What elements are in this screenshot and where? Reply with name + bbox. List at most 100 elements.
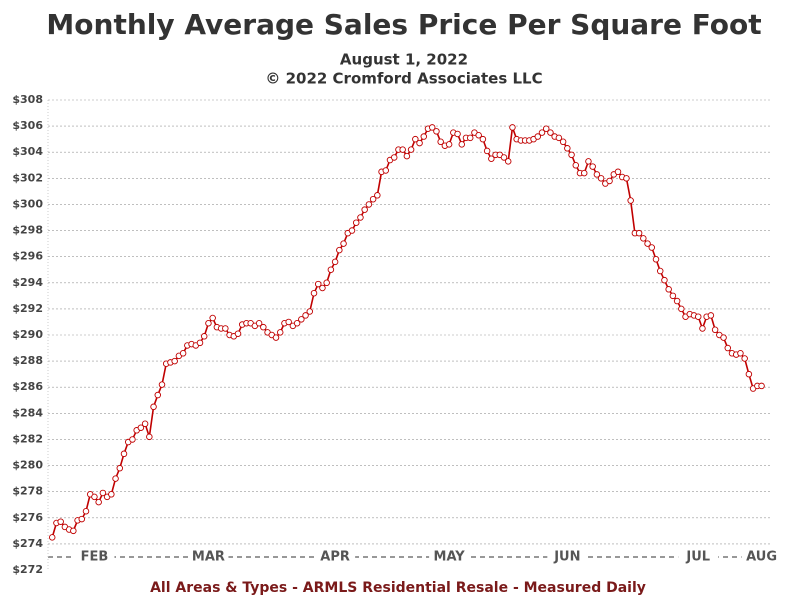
data-point <box>707 312 715 319</box>
x-tick-label: JUN <box>553 550 580 565</box>
y-tick-label: $296 <box>12 250 43 263</box>
x-tick-label: FEB <box>81 550 109 565</box>
data-point <box>293 320 301 327</box>
data-point <box>91 493 98 501</box>
data-point <box>420 133 428 140</box>
data-point <box>509 124 516 131</box>
data-point <box>365 201 373 208</box>
data-point <box>298 316 305 323</box>
data-point <box>314 280 322 288</box>
y-tick-label: $302 <box>12 171 43 184</box>
data-point <box>458 141 466 148</box>
chart-title: Monthly Average Sales Price Per Square F… <box>46 8 761 41</box>
data-point <box>260 323 267 331</box>
data-point <box>200 333 208 340</box>
data-point <box>323 279 330 287</box>
data-point <box>475 131 482 139</box>
data-point <box>158 381 166 388</box>
data-point <box>331 258 339 266</box>
data-point <box>564 145 571 152</box>
data-point <box>656 267 664 275</box>
data-point <box>678 305 685 313</box>
data-point <box>150 403 157 411</box>
data-point <box>555 134 563 142</box>
x-tick-label: APR <box>320 550 350 565</box>
y-tick-label: $284 <box>12 406 43 419</box>
data-point <box>116 464 124 472</box>
data-point <box>171 357 178 365</box>
data-point <box>711 326 719 334</box>
data-point <box>665 286 672 293</box>
data-point <box>154 391 162 399</box>
data-point <box>547 129 554 136</box>
data-point <box>534 133 542 140</box>
y-tick-label: $276 <box>12 511 43 524</box>
data-point <box>57 518 64 525</box>
data-point <box>382 167 390 174</box>
data-line <box>51 126 762 538</box>
data-point <box>374 192 381 199</box>
data-point <box>361 206 368 213</box>
data-point <box>99 489 107 497</box>
data-point <box>319 284 326 292</box>
data-point <box>70 527 77 535</box>
chart-subtitle: August 1, 2022 <box>340 51 468 69</box>
data-point <box>129 436 136 443</box>
data-point <box>272 334 280 341</box>
data-point <box>673 297 681 305</box>
data-point <box>720 334 727 341</box>
data-point <box>614 168 622 176</box>
data-point <box>542 125 550 132</box>
data-point <box>407 146 415 153</box>
data-point <box>428 124 436 131</box>
y-tick-label: $272 <box>12 563 43 576</box>
data-point <box>255 320 263 327</box>
data-point <box>661 276 668 284</box>
y-tick-label: $304 <box>12 145 43 158</box>
data-point <box>433 128 440 135</box>
x-tick-mask <box>678 549 719 565</box>
data-point <box>112 475 119 482</box>
x-tick-mask <box>547 549 588 565</box>
data-point <box>597 175 605 182</box>
x-tick-label: AUG <box>746 550 777 565</box>
data-point <box>78 515 86 523</box>
data-point <box>606 177 613 185</box>
data-point <box>737 350 744 357</box>
data-point <box>352 219 360 226</box>
data-point <box>585 158 592 165</box>
data-point <box>412 135 419 143</box>
x-tick-mask <box>315 549 356 565</box>
data-point <box>568 151 575 159</box>
data-point <box>466 134 474 142</box>
y-tick-label: $308 <box>12 93 43 106</box>
copyright: © 2022 Cromford Associates LLC <box>265 70 542 88</box>
data-point <box>623 175 630 182</box>
footer: All Areas & Types - ARMLS Residential Re… <box>150 580 646 596</box>
y-tick-label: $278 <box>12 485 43 498</box>
data-point <box>538 129 546 136</box>
data-point <box>285 318 292 326</box>
data-point <box>500 154 508 161</box>
y-tick-label: $274 <box>12 537 43 550</box>
data-point <box>146 433 153 441</box>
data-point <box>745 370 753 378</box>
data-point <box>48 534 56 541</box>
y-tick-label: $282 <box>12 432 43 445</box>
y-tick-label: $286 <box>12 380 43 393</box>
data-point <box>580 169 588 177</box>
x-tick-label: JUL <box>685 550 710 565</box>
y-tick-label: $306 <box>12 119 43 132</box>
x-tick-mask <box>741 549 782 565</box>
data-point <box>445 141 453 148</box>
data-point <box>694 313 702 320</box>
data-point <box>504 158 512 165</box>
data-point <box>399 146 406 153</box>
y-tick-label: $300 <box>12 197 43 210</box>
data-point <box>310 289 318 297</box>
data-point <box>82 508 90 515</box>
data-point <box>209 314 216 322</box>
data-point <box>648 244 656 251</box>
data-point <box>479 135 487 143</box>
